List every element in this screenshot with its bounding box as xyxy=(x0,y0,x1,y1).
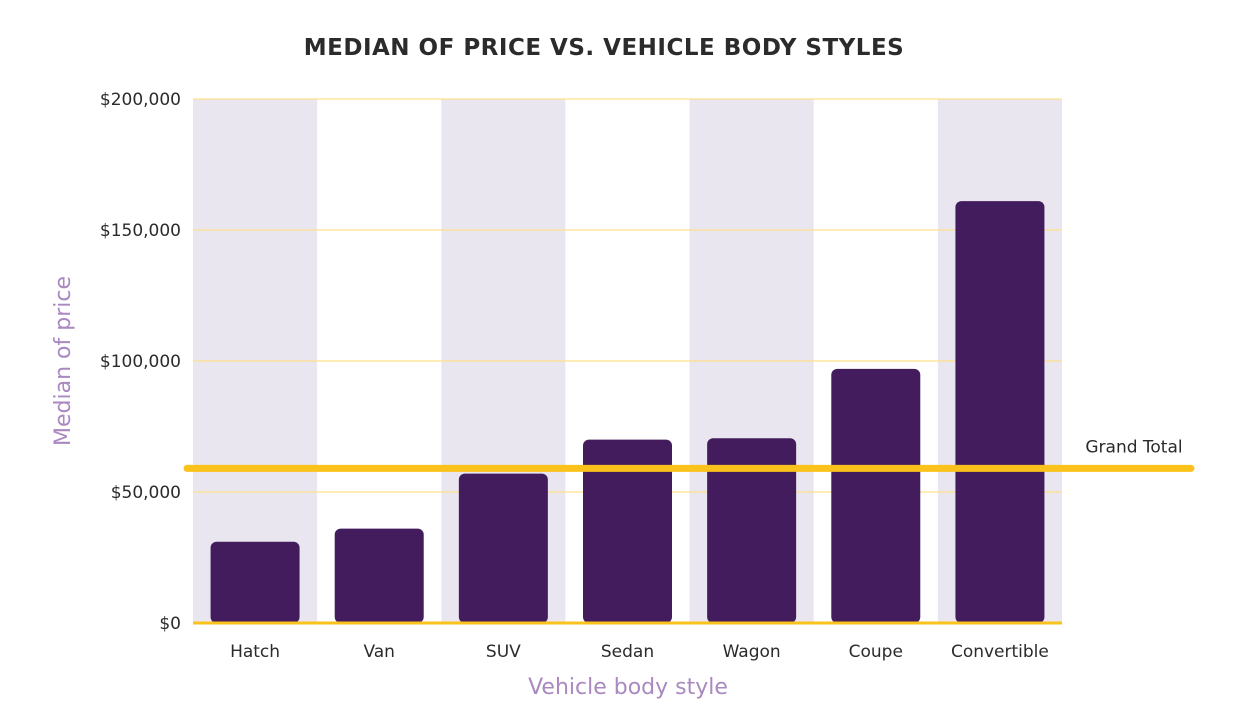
y-axis-ticks: $0 $50,000 $100,000 $150,000 $200,000 xyxy=(100,90,181,634)
bar-hatch xyxy=(210,541,300,623)
bar-sedan xyxy=(583,439,672,623)
bar-convertible xyxy=(955,201,1045,623)
y-tick-label: $150,000 xyxy=(100,221,181,241)
chart-title: MEDIAN OF PRICE VS. VEHICLE BODY STYLES xyxy=(304,35,905,61)
x-tick-label: SUV xyxy=(486,642,521,662)
y-tick-label: $100,000 xyxy=(100,352,181,372)
x-axis-title: Vehicle body style xyxy=(528,675,728,700)
y-tick-label: $0 xyxy=(159,614,181,634)
x-axis-ticks: Hatch Van SUV Sedan Wagon Coupe Convertible xyxy=(230,642,1049,662)
x-tick-label: Convertible xyxy=(951,642,1049,662)
bar-coupe xyxy=(831,368,921,623)
reference-line-group: Grand Total xyxy=(183,437,1195,472)
reference-line-label: Grand Total xyxy=(1085,437,1182,457)
x-tick-label: Sedan xyxy=(601,642,654,662)
y-axis-title: Median of price xyxy=(51,276,76,446)
x-tick-label: Van xyxy=(363,642,395,662)
bar-wagon xyxy=(707,438,797,623)
bar-suv xyxy=(458,473,548,623)
y-tick-label: $200,000 xyxy=(100,90,181,110)
x-tick-label: Hatch xyxy=(230,642,280,662)
bar-van xyxy=(334,528,424,623)
y-tick-label: $50,000 xyxy=(111,483,181,503)
bars xyxy=(210,201,1045,623)
x-tick-label: Coupe xyxy=(849,642,903,662)
x-tick-label: Wagon xyxy=(723,642,781,662)
gridlines xyxy=(193,98,1062,493)
